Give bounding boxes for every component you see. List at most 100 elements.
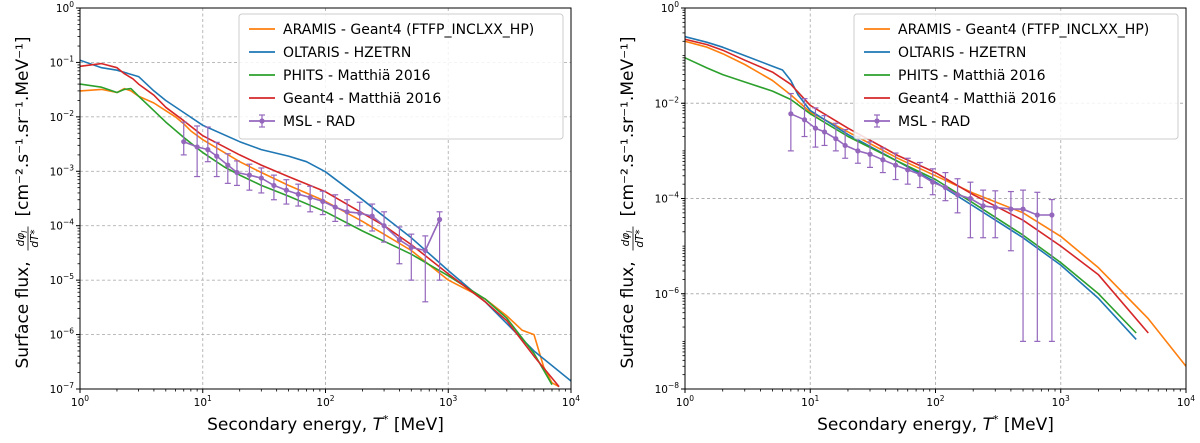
- tick-exponent: −1: [63, 54, 74, 63]
- legend-entry-4: Geant4 - Matthiä 2016: [864, 91, 1056, 107]
- data-point: [357, 210, 363, 216]
- y-axis-label-text: Surface flux,: [13, 261, 33, 368]
- y-axis-label-prefix: Surface flux,: [13, 261, 33, 368]
- y-axis-label-unit: [cm⁻².s⁻¹.sr⁻¹.MeV⁻¹]: [13, 37, 33, 217]
- legend-entry-5: MSL - RAD: [864, 114, 970, 130]
- y-tick-label: 10−3: [50, 163, 75, 178]
- tick-exponent: 1: [207, 394, 212, 403]
- series-line: [80, 59, 571, 382]
- y-tick-label: 10−1: [50, 54, 75, 69]
- tick-base: 10: [316, 397, 329, 409]
- legend-box: [238, 13, 564, 140]
- data-point: [892, 162, 899, 168]
- tick-base: 10: [71, 397, 84, 409]
- x-axis-label-sup: *: [383, 413, 389, 426]
- tick-base: 10: [50, 112, 63, 124]
- tick-exponent: 1: [815, 394, 820, 403]
- x-tick-label: 101: [194, 394, 212, 409]
- data-point: [234, 169, 240, 176]
- legend-entry-5: MSL - RAD: [249, 114, 355, 130]
- tick-exponent: 2: [330, 394, 335, 403]
- data-point: [258, 175, 264, 181]
- data-point: [1049, 212, 1055, 218]
- y-tick-label: 10−5: [50, 272, 75, 287]
- data-point: [181, 139, 187, 145]
- y-tick-label: 10−8: [655, 381, 680, 396]
- y-axis-label-denominator: dT*: [29, 229, 41, 247]
- data-point: [930, 179, 936, 185]
- y-axis-label-sub: l: [625, 230, 634, 233]
- tick-exponent: −5: [63, 272, 74, 281]
- series-2: [80, 59, 571, 382]
- data-point: [967, 195, 974, 202]
- tick-base: 10: [50, 330, 63, 342]
- data-point: [812, 125, 819, 131]
- chart-panel-2: 100 101 102 103 10410−810−610−410−2100Second…: [618, 0, 1195, 435]
- legend-entry-4: Geant4 - Matthiä 2016: [249, 91, 441, 107]
- data-point: [842, 142, 848, 149]
- y-axis-label-unit-text: [cm⁻².s⁻¹.sr⁻¹.MeV⁻¹]: [618, 37, 638, 217]
- legend-entry-2: OLTARIS - HZETRN: [864, 45, 1026, 61]
- y-axis-label-unit: [cm⁻².s⁻¹.sr⁻¹.MeV⁻¹]: [618, 37, 638, 217]
- tick-base: 10: [655, 384, 668, 396]
- y-axis-label-denominator: dT*: [634, 229, 646, 247]
- data-point: [436, 216, 443, 223]
- tick-base: 10: [439, 397, 452, 409]
- x-tick-label: 104: [562, 394, 580, 409]
- data-point: [821, 129, 828, 135]
- x-axis-label-sup: *: [993, 413, 999, 426]
- data-point: [295, 191, 301, 197]
- series-5: [180, 121, 443, 303]
- data-point: [332, 204, 338, 210]
- data-point: [194, 144, 200, 150]
- y-tick-label: 10−4: [655, 191, 680, 206]
- series-4: [80, 62, 560, 388]
- series-1: [80, 87, 560, 388]
- y-tick-label: 10−7: [50, 381, 75, 396]
- series-line: [685, 57, 1137, 334]
- series-line: [80, 87, 560, 388]
- tick-base: 10: [676, 397, 689, 409]
- x-tick-label: 101: [801, 394, 819, 409]
- tick-exponent: 3: [1065, 394, 1070, 403]
- tick-base: 10: [56, 3, 69, 15]
- x-axis-label: Secondary energy, T* [MeV]: [207, 413, 444, 435]
- x-tick-label: 103: [1052, 394, 1070, 409]
- tick-base: 10: [655, 194, 668, 206]
- tick-exponent: 0: [69, 0, 74, 9]
- data-point: [980, 203, 986, 209]
- legend: ARAMIS - Geant4 (FTFP_INCLXX_HP) OLTARIS …: [853, 13, 1179, 140]
- legend-entry-3: PHITS - Matthiä 2016: [864, 68, 1046, 84]
- data-point: [942, 184, 949, 191]
- data-point: [225, 162, 231, 168]
- x-axis-label-symbol: T: [373, 415, 385, 435]
- tick-exponent: 0: [689, 394, 694, 403]
- data-point: [917, 171, 923, 178]
- x-axis-label: Secondary energy, T* [MeV]: [817, 413, 1054, 435]
- y-axis-label: Surface flux, dφl dT* [cm⁻².s⁻¹.sr⁻¹.MeV⁻¹…: [13, 37, 41, 369]
- data-point: [408, 244, 414, 250]
- y-axis-label-numerator: dφl: [15, 230, 29, 247]
- tick-exponent: −6: [668, 286, 679, 295]
- x-tick-label: 103: [439, 394, 457, 409]
- y-axis-label: Surface flux, dφl dT* [cm⁻².s⁻¹.sr⁻¹.MeV⁻¹…: [618, 37, 646, 369]
- x-tick-label: 100: [676, 394, 694, 409]
- x-axis-label-symbol: T: [983, 415, 995, 435]
- data-point: [788, 111, 794, 117]
- y-axis-label-unit-text: [cm⁻².s⁻¹.sr⁻¹.MeV⁻¹]: [13, 37, 33, 217]
- x-axis-label-unit: [MeV]: [998, 415, 1053, 435]
- y-axis-label-sub: l: [20, 230, 29, 233]
- data-point: [1020, 206, 1026, 212]
- x-axis-label-text: Secondary energy,: [817, 415, 982, 435]
- series-group: [685, 35, 1186, 367]
- tick-base: 10: [50, 275, 63, 287]
- tick-base: 10: [50, 57, 63, 69]
- data-point: [801, 117, 808, 123]
- data-point: [954, 192, 961, 198]
- tick-exponent: −2: [668, 95, 679, 104]
- tick-exponent: 4: [575, 394, 580, 403]
- y-axis-label-den: dT*: [29, 229, 41, 247]
- series-line: [790, 113, 1052, 216]
- x-tick-label: 102: [926, 394, 944, 409]
- tick-base: 10: [562, 397, 575, 409]
